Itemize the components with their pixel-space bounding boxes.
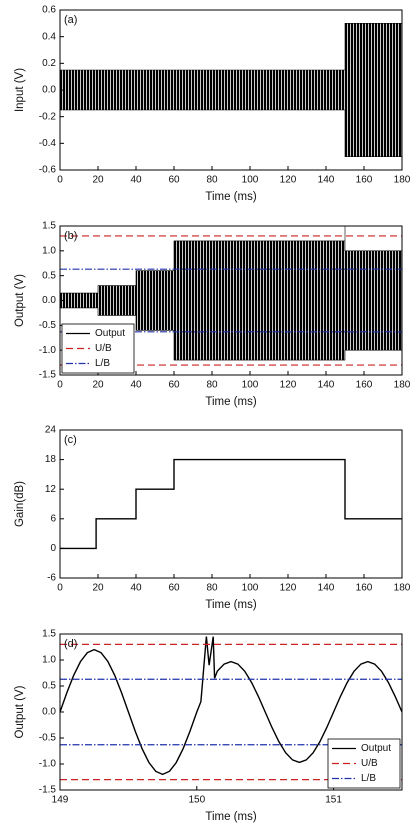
x-tick-label: 20 xyxy=(92,583,104,594)
plot-frame xyxy=(59,429,403,579)
y-tick-label: -1.0 xyxy=(39,759,57,770)
panel-label: (b) xyxy=(64,230,77,242)
legend-label: Output xyxy=(95,328,125,339)
y-tick-label: 0.5 xyxy=(42,681,56,692)
line xyxy=(60,458,402,550)
y-tick-label: 0.6 xyxy=(42,5,56,16)
y-tick-label: 0 xyxy=(50,543,56,554)
x-tick-label: 0 xyxy=(57,583,63,594)
x-tick-label: 100 xyxy=(242,175,259,186)
x-tick-label: 80 xyxy=(206,583,218,594)
y-tick-label: 18 xyxy=(45,454,57,465)
y-tick-label: -0.4 xyxy=(39,138,57,149)
x-axis-title: Time (ms) xyxy=(205,599,256,611)
x-axis-title: Time (ms) xyxy=(205,811,256,823)
y-tick-label: 1.5 xyxy=(42,221,56,232)
x-tick-label: 140 xyxy=(318,175,335,186)
x-tick-label: 100 xyxy=(242,380,259,391)
x-tick-label: 151 xyxy=(325,795,342,806)
legend-box xyxy=(327,738,401,789)
y-tick-label: -0.6 xyxy=(39,165,57,176)
x-tick-label: 60 xyxy=(168,380,180,391)
y-tick-label: 0.0 xyxy=(42,295,56,306)
plot-area xyxy=(60,23,402,157)
y-tick-label: 6 xyxy=(50,513,56,524)
x-tick-label: 40 xyxy=(130,175,142,186)
y-tick-label: 0.4 xyxy=(42,31,56,42)
y-tick-label: -1.5 xyxy=(39,370,57,381)
y-tick-label: 1.0 xyxy=(42,245,56,256)
x-tick-label: 40 xyxy=(130,583,142,594)
x-tick-label: 20 xyxy=(92,380,104,391)
x-tick-label: 100 xyxy=(242,583,259,594)
y-axis-title: Gain(dB) xyxy=(14,481,26,527)
y-tick-label: -0.5 xyxy=(39,320,57,331)
legend-label: U/B xyxy=(95,343,112,354)
panel: 0 20 40 60 80 100 120 140 160 180 -0.6 -0.4 -0.2 0.0 0… xyxy=(14,5,411,203)
x-tick-label: 160 xyxy=(356,583,373,594)
x-tick-label: 20 xyxy=(92,175,104,186)
legend-label: U/B xyxy=(361,758,378,769)
panel-label: (d) xyxy=(64,638,77,650)
x-axis-title: Time (ms) xyxy=(205,191,256,203)
panel-label: (a) xyxy=(64,14,77,26)
signal-envelope xyxy=(60,23,402,157)
legend: Output U/B L/B xyxy=(61,323,135,374)
y-axis-title: Output (V) xyxy=(14,685,26,738)
x-tick-label: 80 xyxy=(206,380,218,391)
x-tick-label: 40 xyxy=(130,380,142,391)
x-tick-label: 120 xyxy=(280,380,297,391)
x-tick-label: 180 xyxy=(394,380,411,391)
y-axis-title: Output (V) xyxy=(14,274,26,327)
plot-area xyxy=(60,458,402,550)
x-tick-label: 120 xyxy=(280,175,297,186)
y-tick-label: 0.2 xyxy=(42,58,56,69)
x-tick-label: 60 xyxy=(168,583,180,594)
y-tick-label: 0.5 xyxy=(42,270,56,281)
y-tick-label: -1.5 xyxy=(39,785,57,796)
legend-label: L/B xyxy=(361,773,376,784)
panel: 0 20 40 60 80 100 120 140 160 180 -1.5 -1.0 -0.5 0.0 0… xyxy=(14,221,411,408)
legend-label: Output xyxy=(361,743,391,754)
panel: 149 150 151 -1.5 -1.0 -0.5 0.0 0.5 1.0 1.5 (d) Time… xyxy=(14,629,403,823)
x-tick-label: 180 xyxy=(394,175,411,186)
x-tick-label: 0 xyxy=(57,175,63,186)
x-tick-label: 160 xyxy=(356,175,373,186)
y-tick-label: 1.0 xyxy=(42,655,56,666)
legend-box xyxy=(61,323,135,374)
y-tick-label: -0.2 xyxy=(39,111,57,122)
y-tick-label: 24 xyxy=(45,425,57,436)
y-tick-label: 12 xyxy=(45,484,57,495)
x-tick-label: 0 xyxy=(57,380,63,391)
plot-area xyxy=(60,636,402,781)
y-tick-label: 0.0 xyxy=(42,707,56,718)
panel: 0 20 40 60 80 100 120 140 160 180-606121824(c)Tim… xyxy=(14,425,411,611)
x-tick-label: 60 xyxy=(168,175,180,186)
x-tick-label: 120 xyxy=(280,583,297,594)
legend-label: L/B xyxy=(95,358,110,369)
x-tick-label: 150 xyxy=(188,795,205,806)
signal-envelope xyxy=(60,226,402,361)
x-tick-label: 80 xyxy=(206,175,218,186)
y-tick-label: -0.5 xyxy=(39,733,57,744)
line xyxy=(60,636,402,776)
x-tick-label: 149 xyxy=(52,795,69,806)
y-tick-label: -6 xyxy=(47,573,56,584)
x-tick-label: 180 xyxy=(394,583,411,594)
x-tick-label: 160 xyxy=(356,380,373,391)
x-axis-title: Time (ms) xyxy=(205,396,256,408)
y-tick-label: 0.0 xyxy=(42,85,56,96)
panel-label: (c) xyxy=(64,434,77,446)
x-tick-label: 140 xyxy=(318,583,335,594)
y-tick-label: -1.0 xyxy=(39,345,57,356)
legend: Output U/B L/B xyxy=(327,738,401,789)
x-tick-label: 140 xyxy=(318,380,335,391)
y-tick-label: 1.5 xyxy=(42,629,56,640)
y-axis-title: Input (V) xyxy=(14,68,26,112)
